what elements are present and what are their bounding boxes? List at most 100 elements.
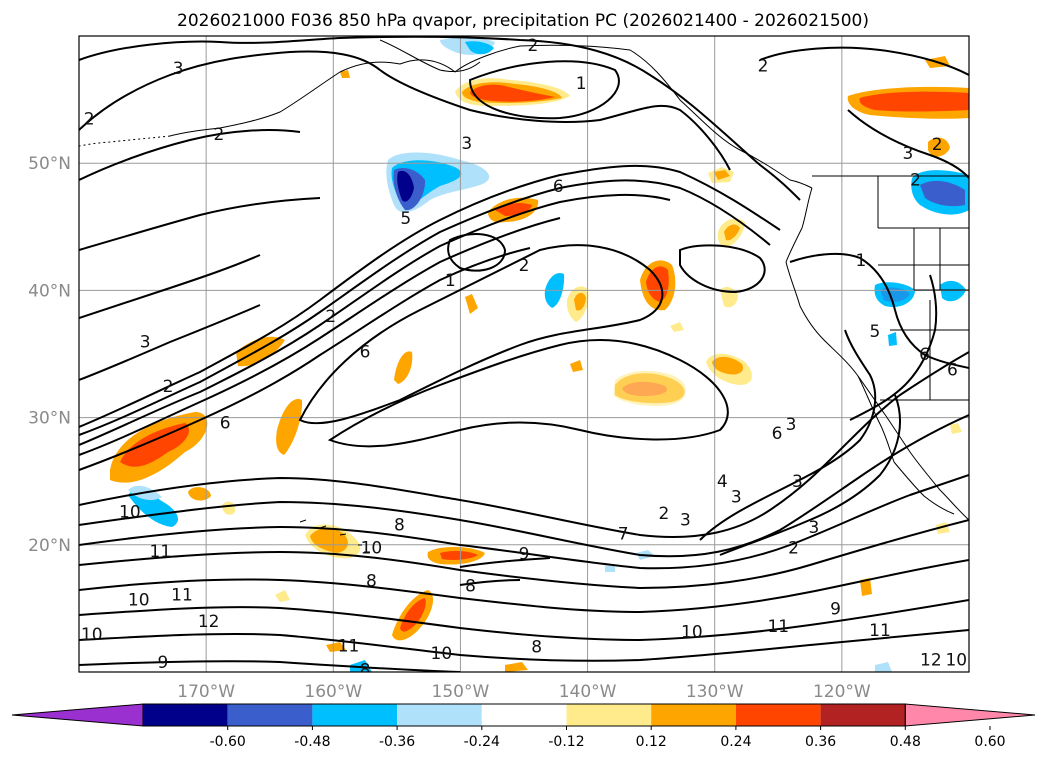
contour-jet-2 (79, 179, 771, 436)
colorbar-tick-label: -0.48 (294, 734, 330, 750)
contour-label: 9 (519, 545, 530, 565)
contour-label: 8 (366, 571, 377, 591)
contour-10-south (79, 629, 969, 662)
coastlines (79, 39, 969, 553)
contour-10 (79, 519, 969, 590)
contour-label: 6 (772, 424, 783, 444)
longitude-tick-label: 160°W (304, 682, 362, 702)
colorbar-segment (820, 704, 906, 726)
contour-label: 3 (680, 510, 691, 530)
contour-label: 6 (360, 342, 371, 362)
precip-positive-central-3-outer (613, 370, 686, 406)
contour-label: 2 (519, 256, 530, 276)
precip-positive-jet-1 (236, 336, 285, 367)
longitude-tick-label: 150°W (432, 682, 490, 702)
contour-label: 2 (932, 135, 943, 155)
contour-11 (79, 559, 969, 614)
contour-9-south (79, 660, 461, 672)
contour-label: 1 (576, 74, 587, 94)
colorbar-segment (481, 704, 567, 726)
precip-positive-hawaii-4 (326, 642, 346, 652)
contour-east-6 (849, 274, 938, 421)
contour-8 (79, 414, 969, 558)
colorbar: -0.60 -0.48 -0.36 -0.24 -0.12 0.12 0.24 0.36 0.4… (11, 703, 1036, 750)
colorbar-tick-label: 0.60 (974, 734, 1005, 750)
contour-label: 3 (786, 415, 797, 435)
contour-label: 8 (360, 660, 371, 680)
colorbar-segment (227, 704, 313, 726)
precip-positive-hawaii-3b (400, 598, 426, 632)
contour-label: 9 (830, 599, 841, 619)
contour-label: 10 (119, 503, 141, 523)
contour-label: 2 (658, 504, 669, 524)
contour-label: 5 (870, 322, 881, 342)
precip-positive-small-west-2 (222, 501, 236, 515)
precip-positive-alaska-core (470, 84, 555, 102)
contour-hawaii-8a (459, 557, 551, 568)
colorbar-tick-label: 0.48 (890, 734, 921, 750)
latitude-tick-label: 30°N (28, 409, 71, 429)
graticule (79, 36, 969, 672)
latitude-tick-labels: 50°N 40°N 30°N 20°N (28, 154, 71, 556)
contour-west-3b (79, 254, 261, 319)
colorbar-segment (651, 704, 736, 726)
contour-1 (468, 60, 620, 120)
colorbar-segment (143, 704, 228, 726)
us-west-coast (785, 261, 969, 521)
contour-label: 2 (527, 36, 538, 56)
contour-west-3 (79, 129, 301, 181)
contour-ne-2 (759, 46, 969, 76)
contour-east-2 (719, 394, 901, 556)
longitude-tick-label: 140°W (559, 682, 617, 702)
precip-positive-east-5 (950, 423, 962, 434)
longitude-tick-label: 130°W (686, 682, 744, 702)
precip-negative-gulf-core (397, 170, 414, 202)
contour-small-loop-1 (447, 233, 507, 272)
precip-positive-central-5b (714, 170, 730, 180)
contour-label: 8 (531, 638, 542, 658)
colorbar-tick-label: -0.12 (548, 734, 584, 750)
precip-negative-northeast-core (920, 180, 965, 207)
contour-west-2 (79, 197, 321, 251)
precip-negative-hawaii-3 (350, 660, 372, 672)
contour-label: 1 (445, 271, 456, 291)
contour-12 (79, 599, 969, 642)
contour-east-3 (699, 329, 877, 541)
colorbar-tick-label: 0.12 (636, 734, 667, 750)
colorbar-tick-label: 0.36 (805, 734, 836, 750)
contour-label: 2 (758, 56, 769, 76)
precip-positive-central-8 (670, 322, 684, 332)
contour-west-2b (79, 304, 261, 381)
latitude-tick-label: 20°N (28, 536, 71, 556)
aleutians (79, 135, 171, 147)
contour-label: 12 (198, 612, 220, 632)
contour-label: 6 (220, 414, 231, 434)
contour-small-loop-2 (679, 244, 766, 294)
contour-label: 11 (171, 585, 193, 605)
contour-hawaii-8b (459, 579, 521, 586)
colorbar-tick-label: -0.60 (210, 734, 246, 750)
contour-label: 3 (173, 59, 184, 79)
precip-negative-east-2 (940, 280, 966, 302)
latitude-tick-label: 50°N (28, 154, 71, 174)
colorbar-frame (142, 703, 906, 727)
contour-label: 2 (788, 538, 799, 558)
contour-label: 1 (856, 251, 867, 271)
colorbar-segment (735, 704, 821, 726)
contour-label: 3 (731, 487, 742, 507)
precip-negative-alaska-core (465, 41, 494, 55)
precip-negative-far-east (875, 662, 892, 672)
mexico-coast (893, 461, 955, 515)
colorbar-segment (397, 704, 482, 726)
contour-label: 8 (394, 515, 405, 535)
longitude-tick-label: 170°W (177, 682, 235, 702)
precip-positive-northeast-core (859, 91, 969, 112)
precip-positive-east-small (860, 578, 872, 596)
precip-negative-east-3 (888, 332, 897, 346)
colorbar-extend-max (904, 703, 1036, 727)
contour-label: 3 (792, 472, 803, 492)
contour-label: 8 (465, 577, 476, 597)
precip-positive-central-9 (570, 360, 583, 372)
precip-positive-band-west-core (120, 423, 189, 467)
